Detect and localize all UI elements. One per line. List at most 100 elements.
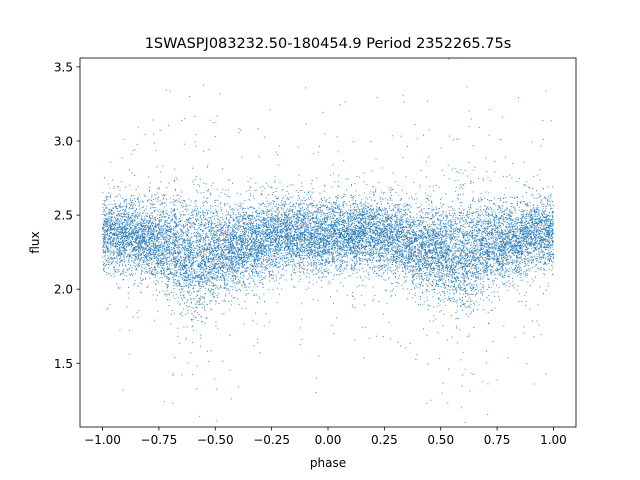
data-point (156, 229, 158, 231)
data-point (449, 206, 451, 208)
data-point (238, 262, 240, 264)
data-point (140, 273, 142, 275)
data-point (137, 255, 139, 257)
data-point (214, 258, 216, 260)
data-point (457, 276, 459, 278)
data-point (505, 260, 507, 262)
data-point (348, 252, 350, 254)
data-point (446, 242, 448, 244)
data-point (449, 246, 451, 248)
data-point (441, 169, 443, 171)
data-point (263, 259, 265, 261)
data-point (461, 254, 463, 256)
data-point (185, 258, 186, 260)
data-point (548, 252, 550, 254)
data-point (396, 237, 398, 239)
data-point (188, 267, 190, 269)
data-point (293, 222, 295, 223)
data-point (307, 229, 309, 231)
data-point (225, 253, 226, 255)
data-point (256, 216, 258, 218)
data-point (438, 269, 440, 271)
data-point (268, 253, 270, 255)
data-point (429, 229, 431, 231)
data-point (148, 267, 150, 269)
data-point (112, 179, 114, 181)
data-point (111, 220, 113, 222)
data-point (492, 257, 494, 259)
data-point (504, 271, 506, 272)
data-point (551, 238, 553, 240)
data-point (166, 242, 168, 244)
data-point (539, 268, 541, 270)
data-point (495, 262, 497, 264)
data-point (240, 241, 241, 243)
data-point (182, 275, 184, 277)
data-point (389, 260, 391, 262)
data-point (131, 206, 133, 208)
data-point (460, 226, 462, 228)
data-point (463, 262, 465, 264)
data-point (525, 223, 527, 225)
data-point (419, 261, 421, 262)
data-point (210, 227, 212, 229)
data-point (328, 231, 330, 233)
data-point (475, 238, 477, 240)
data-point (222, 247, 224, 249)
data-point (282, 227, 284, 229)
data-point (154, 142, 155, 144)
data-point (369, 234, 371, 236)
data-point (227, 262, 229, 264)
data-point (185, 266, 187, 268)
data-point (362, 211, 363, 213)
data-point (340, 228, 342, 229)
data-point (495, 216, 497, 218)
data-point (255, 284, 257, 286)
data-point (151, 261, 153, 263)
data-point (278, 266, 279, 268)
data-point (325, 217, 327, 219)
data-point (437, 331, 439, 333)
data-point (291, 279, 293, 281)
data-point (377, 213, 379, 214)
data-point (437, 256, 439, 258)
data-point (141, 207, 143, 208)
data-point (417, 248, 419, 250)
data-point (239, 227, 241, 228)
data-point (279, 261, 281, 263)
data-point (414, 295, 416, 296)
data-point (528, 257, 530, 259)
data-point (517, 241, 519, 243)
data-point (467, 214, 469, 216)
data-point (526, 202, 528, 204)
data-point (209, 257, 211, 259)
data-point (403, 221, 405, 223)
data-point (299, 204, 300, 206)
data-point (469, 180, 471, 182)
data-point (531, 215, 533, 217)
data-point (313, 205, 315, 207)
data-point (241, 244, 243, 246)
data-point (392, 288, 394, 290)
data-point (531, 227, 533, 229)
data-point (426, 261, 428, 263)
data-point (487, 252, 489, 254)
data-point (207, 273, 208, 275)
data-point (194, 235, 196, 237)
data-point (153, 246, 155, 248)
data-point (314, 221, 316, 223)
data-point (462, 250, 464, 251)
data-point (225, 273, 226, 275)
data-point (503, 175, 504, 177)
data-point (471, 236, 472, 238)
data-point (433, 266, 435, 268)
data-point (222, 264, 224, 266)
data-point (501, 250, 503, 252)
data-point (378, 182, 380, 184)
data-point (368, 253, 370, 255)
data-point (458, 287, 460, 289)
data-point (177, 279, 178, 281)
data-point (549, 241, 551, 243)
data-point (537, 261, 539, 263)
data-point (445, 211, 447, 213)
